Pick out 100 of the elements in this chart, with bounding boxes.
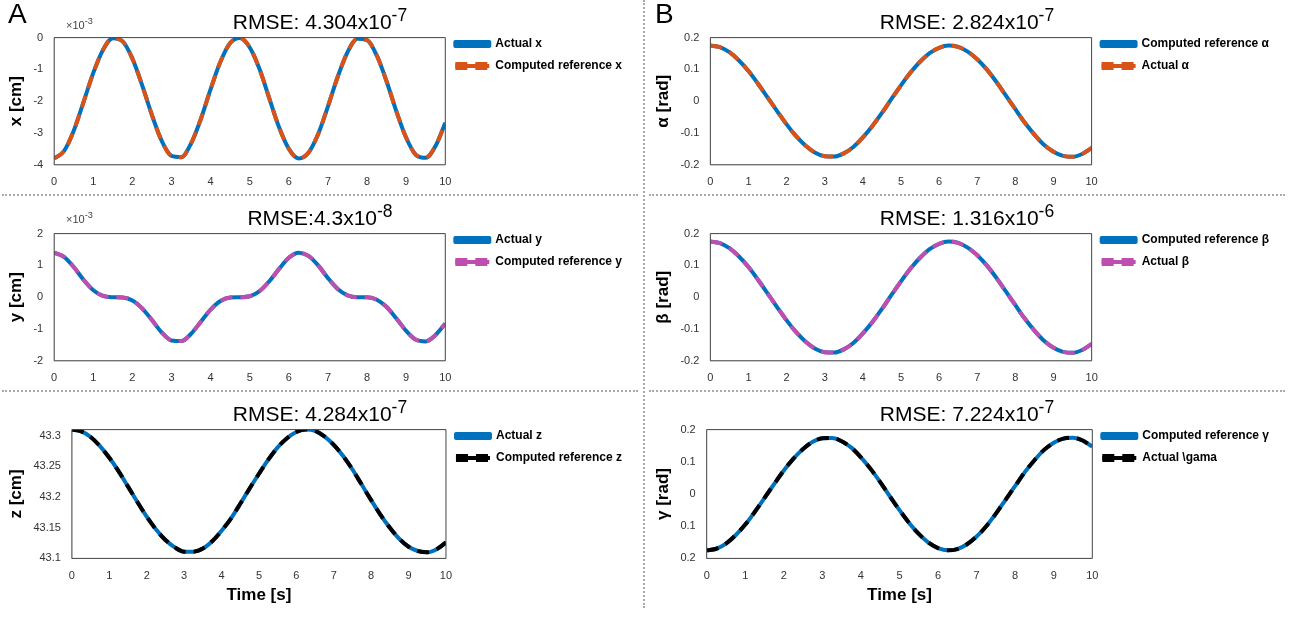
y-axis-title: z [cm] [5, 469, 25, 519]
x-tick-label: 3 [821, 175, 828, 188]
y-tick-label: 0.1 [684, 258, 700, 271]
x-tick-label: 4 [859, 371, 866, 384]
y-tick-label: 0.2 [680, 551, 696, 564]
x-tick-label: 7 [973, 569, 980, 582]
y-tick-label: 0.1 [680, 519, 696, 532]
x-tick-label: 6 [936, 371, 943, 384]
legend-label: Computed reference x [495, 58, 623, 73]
x-tick-label: 10 [1086, 569, 1099, 582]
x-tick-label: 8 [1012, 175, 1019, 188]
y-tick-label: 0 [693, 290, 700, 303]
legend-label: Computed reference γ [1142, 428, 1270, 443]
y-tick-label: -2 [33, 353, 44, 366]
x-tick-label: 8 [364, 175, 371, 188]
y-axis-title: α [rad] [652, 74, 672, 128]
y-tick-label: -0.1 [680, 126, 700, 139]
x-tick-label: 0 [707, 175, 714, 188]
x-tick-label: 7 [974, 175, 981, 188]
y-tick-label: -0.2 [680, 353, 700, 366]
x-tick-label: 7 [324, 175, 332, 188]
text: ×10$^{-3}$ [66, 16, 93, 31]
x-tick-label: 4 [857, 569, 864, 582]
legend-label: Computed reference α [1141, 36, 1270, 51]
y-tick-label: 43.3 [39, 428, 61, 441]
x-tick-label: 2 [783, 175, 790, 188]
x-tick-label: 10 [439, 569, 453, 582]
y-tick-label: 2 [37, 226, 44, 239]
x-tick-label: 8 [368, 569, 375, 582]
y-tick-label: -2 [33, 94, 44, 107]
y-tick-label: 0.2 [684, 226, 700, 239]
x-tick-label: 5 [246, 371, 253, 384]
x-tick-label: 1 [745, 371, 752, 384]
x-tick-label: 6 [285, 175, 292, 188]
y-tick-label: 1 [37, 258, 44, 271]
x-tick-label: 5 [896, 569, 903, 582]
x-tick-label: 9 [403, 175, 410, 188]
x-tick-label: 1 [90, 371, 97, 384]
text: B [655, 0, 674, 30]
x-tick-label: 6 [934, 569, 942, 582]
x-tick-label: 9 [405, 569, 412, 582]
x-tick-label: 7 [330, 569, 337, 582]
y-tick-label: -1 [33, 62, 44, 75]
text: ×10$^{-3}$ [66, 210, 93, 225]
x-tick-label: 2 [129, 175, 136, 188]
x-tick-label: 1 [742, 569, 749, 582]
x-tick-label: 9 [1050, 569, 1057, 582]
y-axis-title: y [cm] [5, 272, 25, 323]
x-tick-label: 5 [255, 569, 263, 582]
y-tick-label: 0.2 [684, 30, 700, 43]
legend-label: Actual α [1141, 58, 1190, 73]
x-tick-label: 2 [783, 371, 790, 384]
x-tick-label: 5 [246, 175, 253, 188]
x-tick-label: 1 [90, 175, 97, 188]
y-tick-label: 43.25 [33, 459, 61, 472]
y-tick-label: -4 [33, 157, 44, 170]
legend-label: Computed reference y [495, 254, 623, 269]
x-tick-label: 8 [364, 371, 371, 384]
legend-label: Actual β [1141, 254, 1189, 269]
x-tick-label: 8 [1012, 371, 1019, 384]
x-tick-label: 9 [1050, 371, 1057, 384]
y-tick-label: 0 [689, 487, 696, 500]
x-tick-label: 2 [780, 569, 787, 582]
x-axis-title: Time [s] [867, 585, 932, 605]
chart-title: RMSE:4.3x10$^{-8}$ [247, 201, 393, 229]
y-tick-label: 0.1 [680, 454, 696, 467]
x-tick-label: 1 [106, 569, 113, 582]
legend-label: Actual \gama [1142, 450, 1218, 465]
y-axis-title: γ [rad] [652, 468, 672, 520]
x-tick-label: 4 [207, 371, 214, 384]
x-tick-label: 3 [819, 569, 826, 582]
x-tick-label: 10 [439, 371, 452, 384]
chart-title: RMSE: 7.224x10$^{-7}$ [878, 396, 1056, 425]
chart-title: RMSE: 4.304x10$^{-7}$ [232, 5, 408, 33]
y-tick-label: -0.1 [680, 322, 700, 335]
y-tick-label: 0 [37, 290, 44, 303]
x-tick-label: 5 [897, 371, 905, 384]
chart-title: RMSE: 4.284x10$^{-7}$ [231, 396, 409, 425]
x-tick-label: 7 [324, 371, 332, 384]
x-tick-label: 8 [1012, 569, 1019, 582]
x-tick-label: 6 [293, 569, 300, 582]
x-tick-label: 2 [143, 569, 150, 582]
y-tick-label: -3 [33, 126, 44, 139]
x-tick-label: 10 [1085, 371, 1098, 384]
x-tick-label: 3 [168, 175, 175, 188]
x-tick-label: 2 [129, 371, 136, 384]
x-tick-label: 5 [897, 175, 905, 188]
x-tick-label: 4 [859, 175, 866, 188]
x-tick-label: 3 [821, 371, 828, 384]
legend-label: Computed reference β [1141, 232, 1270, 247]
x-tick-label: 9 [403, 371, 410, 384]
x-tick-label: 4 [207, 175, 214, 188]
x-tick-label: 0 [707, 371, 714, 384]
x-tick-label: 0 [68, 569, 75, 582]
legend-label: Computed reference z [495, 450, 622, 465]
x-tick-label: 3 [168, 371, 175, 384]
x-axis-title: Time [s] [226, 585, 292, 605]
chart-title: RMSE: 1.316x10$^{-6}$ [878, 200, 1056, 229]
x-tick-label: 6 [285, 371, 292, 384]
y-tick-label: 0.1 [684, 62, 700, 75]
